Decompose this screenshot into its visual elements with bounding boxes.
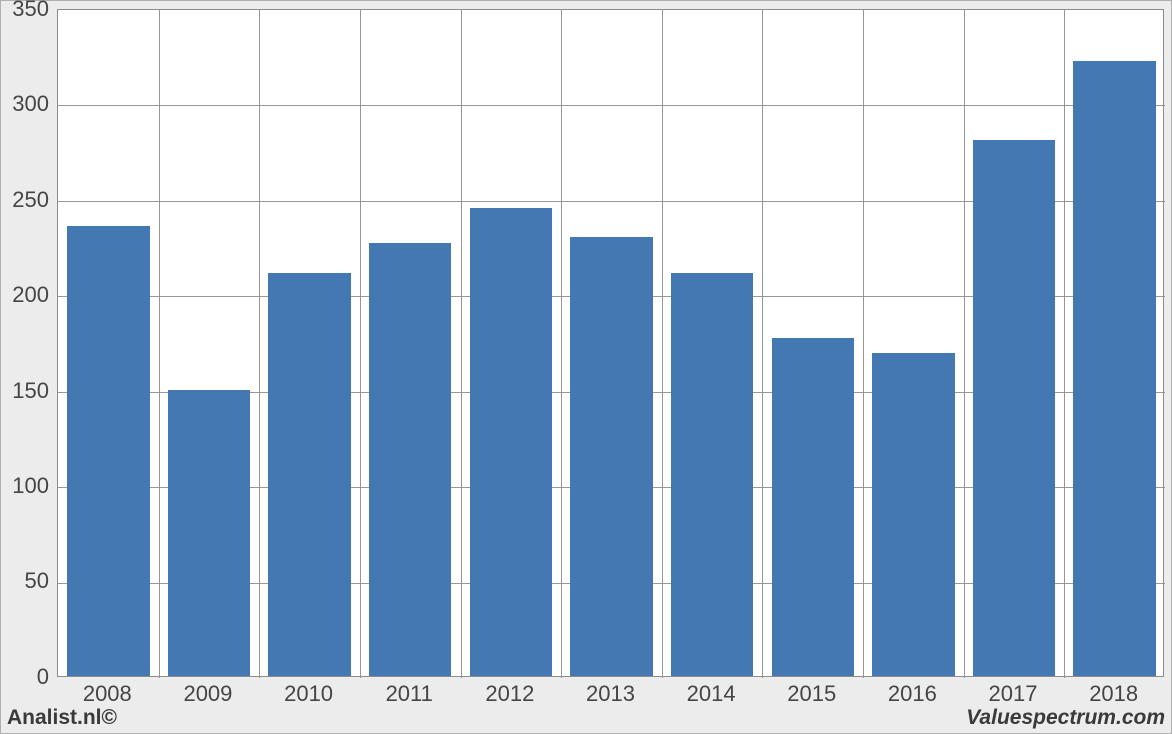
y-tick-label: 350 [12, 0, 49, 22]
x-tick-label: 2012 [460, 681, 561, 707]
y-tick-label: 0 [37, 664, 49, 690]
x-tick-label: 2018 [1063, 681, 1164, 707]
x-tick-label: 2009 [158, 681, 259, 707]
y-tick-label: 100 [12, 473, 49, 499]
bar [872, 353, 955, 676]
y-tick-label: 50 [25, 568, 49, 594]
gridline [461, 10, 462, 678]
footer-right-text: Valuespectrum.com [966, 706, 1165, 730]
bar [470, 208, 553, 676]
x-tick-label: 2013 [560, 681, 661, 707]
bar [671, 273, 754, 676]
bar [168, 390, 251, 676]
bar [570, 237, 653, 676]
x-tick-label: 2016 [862, 681, 963, 707]
gridline [360, 10, 361, 678]
gridline [259, 10, 260, 678]
bar [1073, 61, 1156, 676]
gridline [561, 10, 562, 678]
chart-footer: Analist.nl© Valuespectrum.com [7, 706, 1165, 730]
y-tick-label: 250 [12, 187, 49, 213]
gridline [159, 10, 160, 678]
y-tick-label: 300 [12, 91, 49, 117]
bar [973, 140, 1056, 676]
gridline [58, 105, 1165, 106]
gridline [1064, 10, 1065, 678]
x-tick-label: 2017 [963, 681, 1064, 707]
gridline [762, 10, 763, 678]
x-tick-label: 2008 [57, 681, 158, 707]
y-tick-label: 200 [12, 282, 49, 308]
x-tick-label: 2015 [761, 681, 862, 707]
chart-container: 050100150200250300350 200820092010201120… [0, 0, 1172, 734]
x-tick-label: 2014 [661, 681, 762, 707]
bar [772, 338, 855, 676]
bar [369, 243, 452, 676]
bar [268, 273, 351, 676]
footer-left-text: Analist.nl© [7, 706, 117, 730]
x-tick-label: 2010 [258, 681, 359, 707]
plot-area [57, 9, 1164, 677]
gridline [662, 10, 663, 678]
bar [67, 226, 150, 676]
gridline [964, 10, 965, 678]
gridline [863, 10, 864, 678]
x-tick-label: 2011 [359, 681, 460, 707]
y-tick-label: 150 [12, 378, 49, 404]
